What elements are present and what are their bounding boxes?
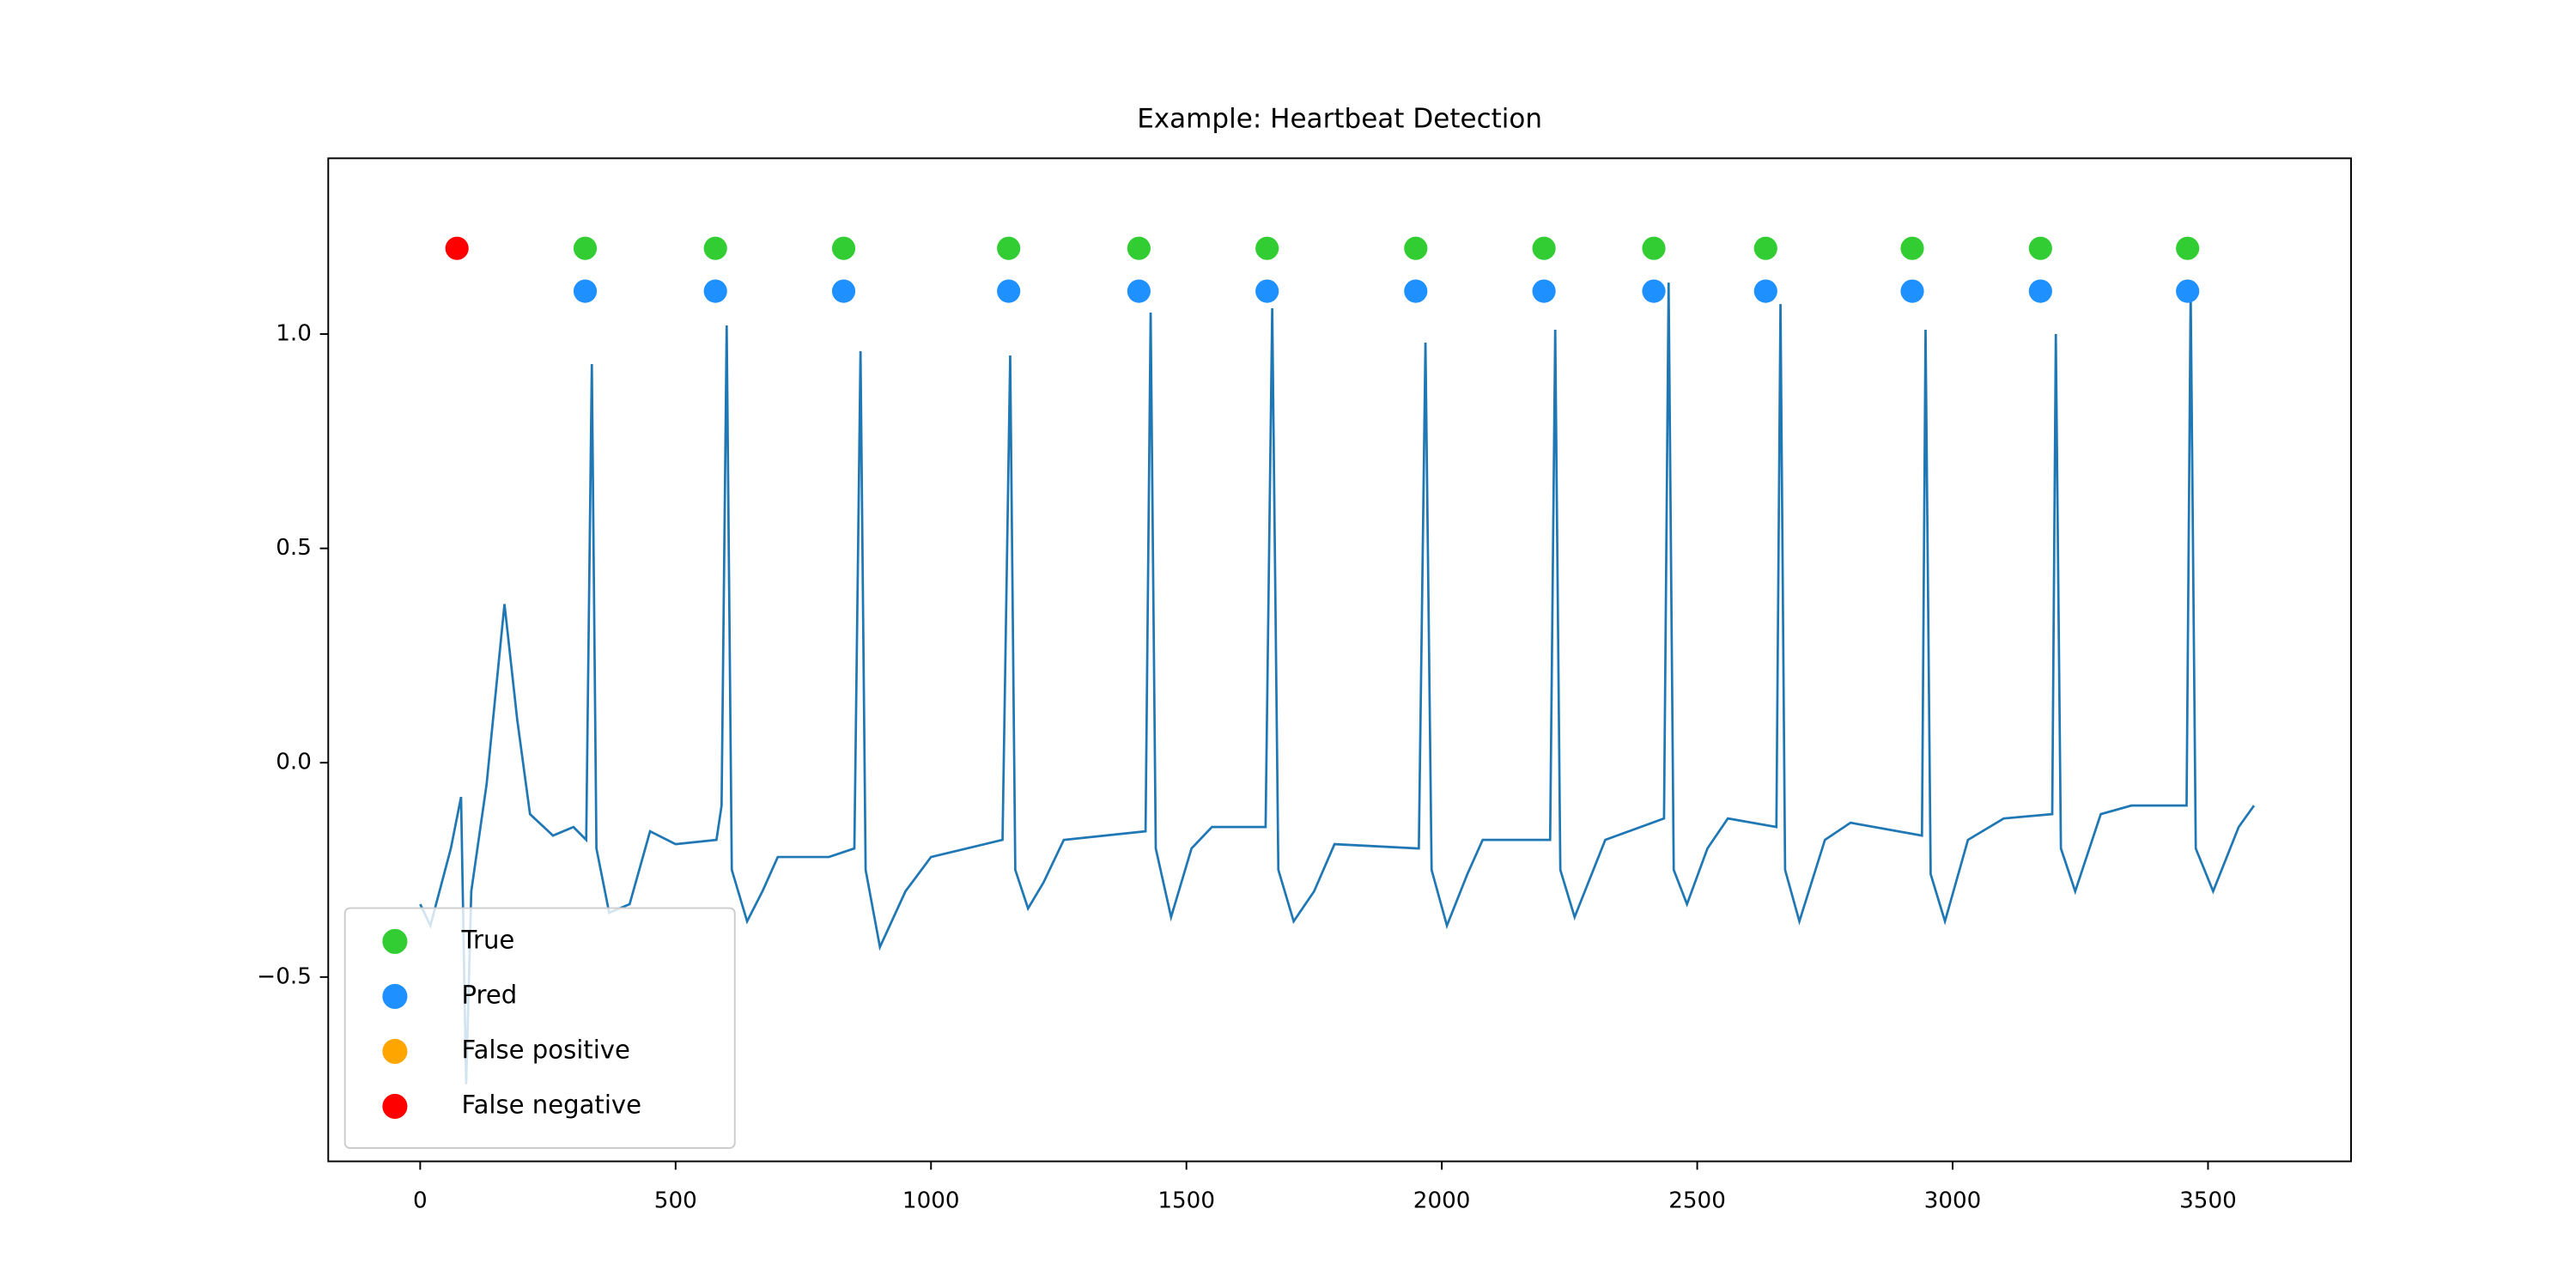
y-tick-label: −0.5 [257, 963, 312, 989]
y-tick-label: 0.5 [276, 535, 312, 561]
marker [1753, 279, 1777, 303]
legend-marker [382, 1038, 408, 1065]
marker [1753, 236, 1777, 260]
x-tick-label: 1000 [902, 1188, 960, 1214]
x-tick-label: 1500 [1157, 1188, 1215, 1214]
x-tick-label: 2500 [1668, 1188, 1726, 1214]
y-tick-label: 1.0 [276, 321, 312, 347]
marker [445, 236, 469, 260]
x-tick-label: 3000 [1924, 1188, 1982, 1214]
legend-label: True [461, 925, 515, 954]
legend-marker [382, 983, 408, 1009]
legend-label: Pred [462, 980, 518, 1009]
marker [2028, 279, 2052, 303]
marker [1404, 279, 1428, 303]
marker [703, 236, 727, 260]
marker [1900, 236, 1924, 260]
marker [1900, 279, 1924, 303]
x-tick-label: 500 [654, 1188, 697, 1214]
legend-box [343, 907, 736, 1149]
marker [703, 279, 727, 303]
marker [997, 279, 1021, 303]
marker [1642, 236, 1666, 260]
marker [1532, 279, 1556, 303]
legend-marker [382, 1093, 408, 1120]
marker [1127, 236, 1151, 260]
marker [1532, 236, 1556, 260]
marker [2028, 236, 2052, 260]
marker [2176, 236, 2200, 260]
marker [831, 279, 856, 303]
x-tick-label: 3500 [2179, 1188, 2237, 1214]
marker [1255, 279, 1279, 303]
marker [573, 236, 598, 260]
marker [831, 236, 856, 260]
marker [1642, 279, 1666, 303]
marker [1404, 236, 1428, 260]
legend-label: False positive [462, 1035, 630, 1064]
legend-marker [382, 928, 408, 954]
chart-title: Example: Heartbeat Detection [1137, 104, 1542, 135]
x-tick-label: 2000 [1413, 1188, 1471, 1214]
plot-frame [327, 157, 2353, 1163]
marker [997, 236, 1021, 260]
y-tick-label: 0.0 [276, 750, 312, 775]
marker [2176, 279, 2200, 303]
legend-label: False negative [462, 1090, 642, 1119]
marker [1127, 279, 1151, 303]
marker [573, 279, 598, 303]
marker [1255, 236, 1279, 260]
x-tick-label: 0 [413, 1188, 428, 1214]
